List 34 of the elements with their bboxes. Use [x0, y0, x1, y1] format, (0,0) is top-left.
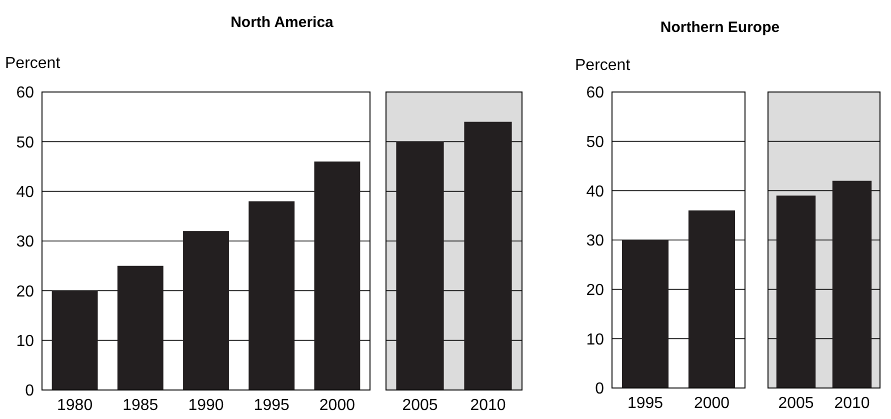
x-tick-label: 2000: [319, 397, 356, 414]
y-tick-label: 0: [25, 382, 34, 400]
x-tick-label: 1980: [57, 397, 93, 414]
y-tick-label: 10: [16, 332, 34, 350]
x-tick-label: 2005: [778, 395, 814, 412]
bar: [117, 266, 164, 390]
y-axis-title: Percent: [5, 55, 61, 72]
bar: [248, 201, 295, 390]
y-tick-label: 50: [16, 134, 34, 152]
y-tick-label: 40: [16, 184, 34, 201]
y-tick-label: 40: [586, 183, 604, 200]
x-tick-label: 1985: [122, 397, 158, 414]
bar: [183, 231, 229, 390]
chart-title: Northern Europe: [660, 19, 780, 36]
y-tick-label: 30: [586, 232, 604, 250]
x-tick-label: 2010: [834, 395, 870, 412]
bar: [314, 162, 360, 390]
y-tick-label: 60: [16, 84, 34, 102]
x-tick-label: 2005: [402, 397, 438, 414]
bar: [52, 290, 98, 390]
y-tick-label: 10: [586, 331, 604, 348]
chart-title: North America: [230, 14, 334, 31]
y-tick-label: 20: [586, 282, 604, 299]
x-tick-label: 1990: [188, 397, 224, 414]
x-tick-label: 1995: [254, 397, 290, 414]
y-tick-label: 30: [16, 234, 34, 251]
y-tick-label: 60: [586, 84, 604, 102]
y-tick-label: 20: [16, 283, 34, 300]
y-axis-title: Percent: [575, 57, 631, 74]
x-tick-label: 2000: [694, 395, 730, 412]
y-tick-label: 50: [586, 134, 604, 151]
x-tick-label: 2010: [470, 397, 506, 414]
y-tick-label: 0: [595, 380, 604, 398]
x-tick-label: 1995: [627, 395, 664, 412]
